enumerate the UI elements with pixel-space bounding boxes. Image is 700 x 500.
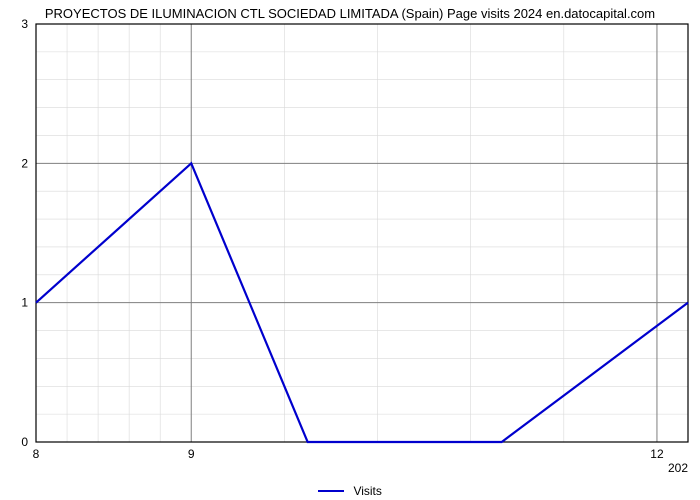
svg-text:202: 202: [668, 461, 688, 475]
svg-text:1: 1: [21, 296, 28, 310]
chart-svg: 89122020123: [0, 0, 700, 500]
svg-text:2: 2: [21, 156, 28, 170]
legend-swatch: [318, 490, 344, 492]
svg-text:0: 0: [21, 435, 28, 449]
svg-text:3: 3: [21, 17, 28, 31]
legend-label: Visits: [353, 484, 381, 498]
svg-text:12: 12: [650, 447, 664, 461]
svg-text:9: 9: [188, 447, 195, 461]
legend: Visits: [0, 483, 700, 498]
chart-container: PROYECTOS DE ILUMINACION CTL SOCIEDAD LI…: [0, 0, 700, 500]
svg-text:8: 8: [33, 447, 40, 461]
